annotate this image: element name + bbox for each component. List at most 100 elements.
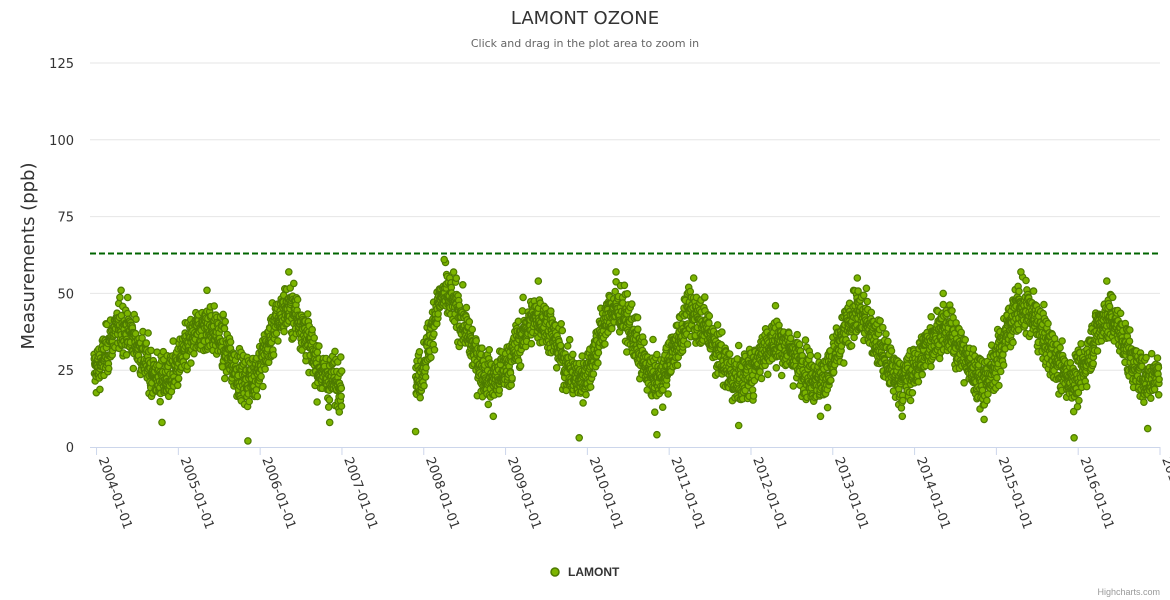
data-point[interactable] <box>313 398 321 406</box>
data-point[interactable] <box>957 328 966 337</box>
data-point[interactable] <box>173 381 182 390</box>
data-point[interactable] <box>422 363 430 372</box>
data-point[interactable] <box>1044 319 1052 328</box>
data-point[interactable] <box>673 361 682 370</box>
data-point[interactable] <box>472 336 481 345</box>
data-point[interactable] <box>116 293 124 302</box>
data-point[interactable] <box>331 347 339 356</box>
data-point[interactable] <box>336 353 345 361</box>
data-point[interactable] <box>253 392 262 401</box>
data-point[interactable] <box>421 373 430 381</box>
data-point[interactable] <box>568 350 577 359</box>
data-point[interactable] <box>705 312 714 320</box>
data-point[interactable] <box>174 374 183 383</box>
data-point[interactable] <box>939 300 948 309</box>
data-point[interactable] <box>993 373 1001 382</box>
data-point[interactable] <box>261 365 269 373</box>
data-point[interactable] <box>801 336 810 344</box>
data-point[interactable] <box>104 364 113 373</box>
data-point[interactable] <box>1153 354 1162 362</box>
data-point[interactable] <box>563 342 572 350</box>
data-point[interactable] <box>337 392 345 401</box>
data-point[interactable] <box>257 372 265 381</box>
data-point[interactable] <box>795 340 804 349</box>
legend-item-lamont[interactable]: LAMONT <box>568 565 620 579</box>
data-point[interactable] <box>427 353 435 362</box>
data-point[interactable] <box>623 289 632 298</box>
data-point[interactable] <box>718 328 726 336</box>
data-point[interactable] <box>1075 396 1083 405</box>
data-point[interactable] <box>1058 337 1066 345</box>
data-point[interactable] <box>489 412 498 421</box>
data-point[interactable] <box>203 286 211 295</box>
data-point[interactable] <box>863 297 872 306</box>
credits-link[interactable]: Highcharts.com <box>1097 587 1160 597</box>
legend[interactable]: LAMONT <box>550 565 620 579</box>
data-point[interactable] <box>748 386 757 394</box>
data-point[interactable] <box>1017 268 1025 276</box>
data-point[interactable] <box>1108 293 1117 302</box>
data-point[interactable] <box>1082 382 1091 391</box>
data-point[interactable] <box>713 321 722 329</box>
data-point[interactable] <box>999 361 1008 369</box>
data-point[interactable] <box>700 293 709 301</box>
data-point[interactable] <box>887 347 896 355</box>
data-point[interactable] <box>878 323 887 332</box>
data-point[interactable] <box>633 325 642 334</box>
data-point[interactable] <box>519 293 527 302</box>
data-point[interactable] <box>1073 402 1082 411</box>
data-point[interactable] <box>458 280 467 289</box>
data-point[interactable] <box>293 295 302 304</box>
data-point[interactable] <box>147 346 155 355</box>
data-point[interactable] <box>664 390 672 398</box>
data-point[interactable] <box>325 396 334 404</box>
data-point[interactable] <box>1105 302 1114 311</box>
data-point[interactable] <box>1022 276 1030 285</box>
data-point[interactable] <box>839 359 848 367</box>
data-point[interactable] <box>289 279 298 288</box>
data-point[interactable] <box>935 354 944 363</box>
data-point[interactable] <box>430 330 438 338</box>
data-point[interactable] <box>465 317 474 326</box>
data-point[interactable] <box>607 324 616 333</box>
data-point[interactable] <box>649 335 657 344</box>
data-point[interactable] <box>259 382 267 391</box>
data-point[interactable] <box>221 317 230 326</box>
data-point[interactable] <box>763 370 772 379</box>
data-point[interactable] <box>854 287 862 295</box>
data-point[interactable] <box>771 301 780 310</box>
data-point[interactable] <box>272 329 281 338</box>
data-point[interactable] <box>777 371 786 380</box>
data-point[interactable] <box>882 330 890 338</box>
data-point[interactable] <box>484 400 493 409</box>
data-point[interactable] <box>786 334 795 343</box>
data-point[interactable] <box>589 370 598 378</box>
data-point[interactable] <box>1015 287 1023 296</box>
data-point[interactable] <box>1093 347 1102 355</box>
data-point[interactable] <box>612 268 620 276</box>
data-point[interactable] <box>315 342 323 350</box>
data-point[interactable] <box>420 381 428 390</box>
data-point[interactable] <box>449 268 458 276</box>
data-point[interactable] <box>269 351 278 359</box>
data-point[interactable] <box>303 310 312 318</box>
data-point[interactable] <box>927 362 935 371</box>
data-point[interactable] <box>485 345 494 354</box>
data-point[interactable] <box>876 316 884 325</box>
data-point[interactable] <box>582 390 590 399</box>
data-point[interactable] <box>546 307 555 315</box>
data-point[interactable] <box>772 363 781 372</box>
data-point[interactable] <box>918 370 927 379</box>
data-point[interactable] <box>1143 424 1152 433</box>
data-point[interactable] <box>556 341 565 350</box>
data-point[interactable] <box>313 348 322 357</box>
data-point[interactable] <box>534 277 543 285</box>
data-point[interactable] <box>633 313 642 322</box>
data-point[interactable] <box>337 384 346 393</box>
data-point[interactable] <box>995 381 1003 390</box>
data-point[interactable] <box>337 402 346 410</box>
data-point[interactable] <box>516 361 525 370</box>
data-point[interactable] <box>1009 338 1017 347</box>
data-point[interactable] <box>1147 394 1155 403</box>
data-point[interactable] <box>495 386 504 394</box>
